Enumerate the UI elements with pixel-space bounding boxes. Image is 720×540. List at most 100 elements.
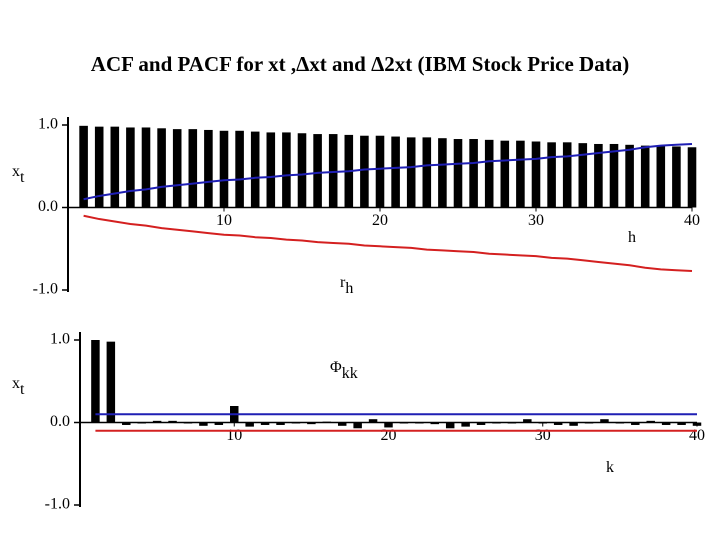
x-tick-label: 40: [689, 427, 705, 444]
bar: [368, 419, 378, 423]
bar: [391, 136, 400, 208]
bar: [199, 422, 208, 426]
x-tick-label: 30: [528, 212, 544, 229]
bar: [516, 140, 525, 208]
bar: [337, 422, 347, 426]
bar: [307, 422, 316, 425]
annotation: rh: [340, 274, 353, 297]
bar: [399, 422, 409, 424]
y-axis-label-sub: t: [20, 381, 25, 398]
bar: [562, 142, 572, 208]
annotation-main: h: [628, 229, 636, 246]
y-axis-label-sub: t: [20, 169, 25, 186]
x-tick-label: 20: [372, 212, 388, 229]
bar: [126, 127, 135, 208]
y-tick-label: 1.0: [38, 116, 58, 133]
slide-title: ACF and PACF for xt ,Δxt and Δ2xt (IBM S…: [90, 52, 630, 76]
bar: [661, 422, 671, 425]
bar: [584, 422, 594, 424]
bar: [476, 422, 486, 425]
bar: [322, 421, 332, 423]
annotation-main: r: [340, 274, 346, 291]
bar: [188, 129, 198, 208]
bar: [219, 130, 229, 208]
bar: [328, 134, 338, 208]
bar: [461, 422, 470, 427]
bar: [646, 420, 655, 423]
annotation-main: Φ: [330, 359, 342, 376]
annotation-sub: kk: [342, 365, 358, 382]
annotation: k: [606, 459, 614, 476]
bar: [110, 126, 120, 208]
bar: [79, 125, 88, 208]
x-tick-label: 40: [684, 212, 700, 229]
bar: [137, 422, 146, 424]
bar: [578, 143, 588, 208]
y-tick-label: 0.0: [38, 198, 58, 215]
x-tick-label: 20: [381, 427, 397, 444]
y-axis-label-main: x: [12, 375, 20, 392]
bar: [91, 340, 100, 423]
bar: [484, 139, 494, 208]
bar: [438, 138, 447, 208]
x-tick-label: 10: [226, 427, 242, 444]
bar: [260, 422, 270, 425]
bar: [94, 126, 104, 208]
bar: [384, 422, 393, 428]
bar: [677, 422, 686, 425]
bar: [507, 422, 517, 424]
bar: [553, 422, 563, 425]
bar: [687, 147, 697, 208]
bar: [183, 422, 193, 424]
y-axis-label-main: x: [12, 163, 20, 180]
bar: [656, 145, 666, 208]
bar: [245, 422, 254, 427]
bar: [640, 145, 650, 208]
bar: [106, 341, 116, 423]
bar: [625, 144, 634, 208]
bar: [672, 146, 681, 208]
bar: [204, 129, 213, 208]
bar: [360, 135, 369, 208]
bar: [631, 422, 640, 425]
bar: [168, 420, 177, 423]
bar: [406, 137, 416, 208]
annotation: Φkk: [330, 359, 358, 382]
bar: [152, 420, 162, 423]
bar: [235, 130, 244, 208]
bar: [250, 131, 260, 208]
y-tick-label: -1.0: [33, 281, 58, 298]
bar: [157, 128, 166, 208]
bar: [422, 137, 432, 208]
bar: [615, 422, 625, 424]
bar: [291, 422, 301, 424]
bar: [141, 127, 151, 208]
y-tick-label: 0.0: [50, 413, 70, 430]
bar: [313, 134, 322, 208]
y-tick-label: -1.0: [45, 496, 70, 513]
bar: [415, 422, 424, 424]
bar: [353, 422, 362, 429]
annotation-sub: h: [345, 280, 353, 297]
y-axis-label: xt: [12, 163, 25, 186]
bar: [609, 143, 619, 208]
x-tick-label: 10: [216, 212, 232, 229]
lower-bound-line: [83, 214, 693, 273]
bar: [430, 422, 440, 425]
bar: [523, 419, 532, 423]
bar: [569, 422, 578, 426]
bar: [276, 422, 285, 425]
bar: [500, 140, 510, 208]
bar: [266, 132, 276, 208]
bar: [172, 129, 182, 208]
bar: [282, 132, 291, 208]
bar: [492, 422, 501, 424]
bar: [469, 139, 478, 208]
bar: [531, 141, 541, 208]
bar: [600, 419, 609, 423]
bar: [538, 422, 547, 424]
bar: [445, 422, 455, 429]
x-tick-label: 30: [535, 427, 551, 444]
bar: [594, 143, 603, 208]
